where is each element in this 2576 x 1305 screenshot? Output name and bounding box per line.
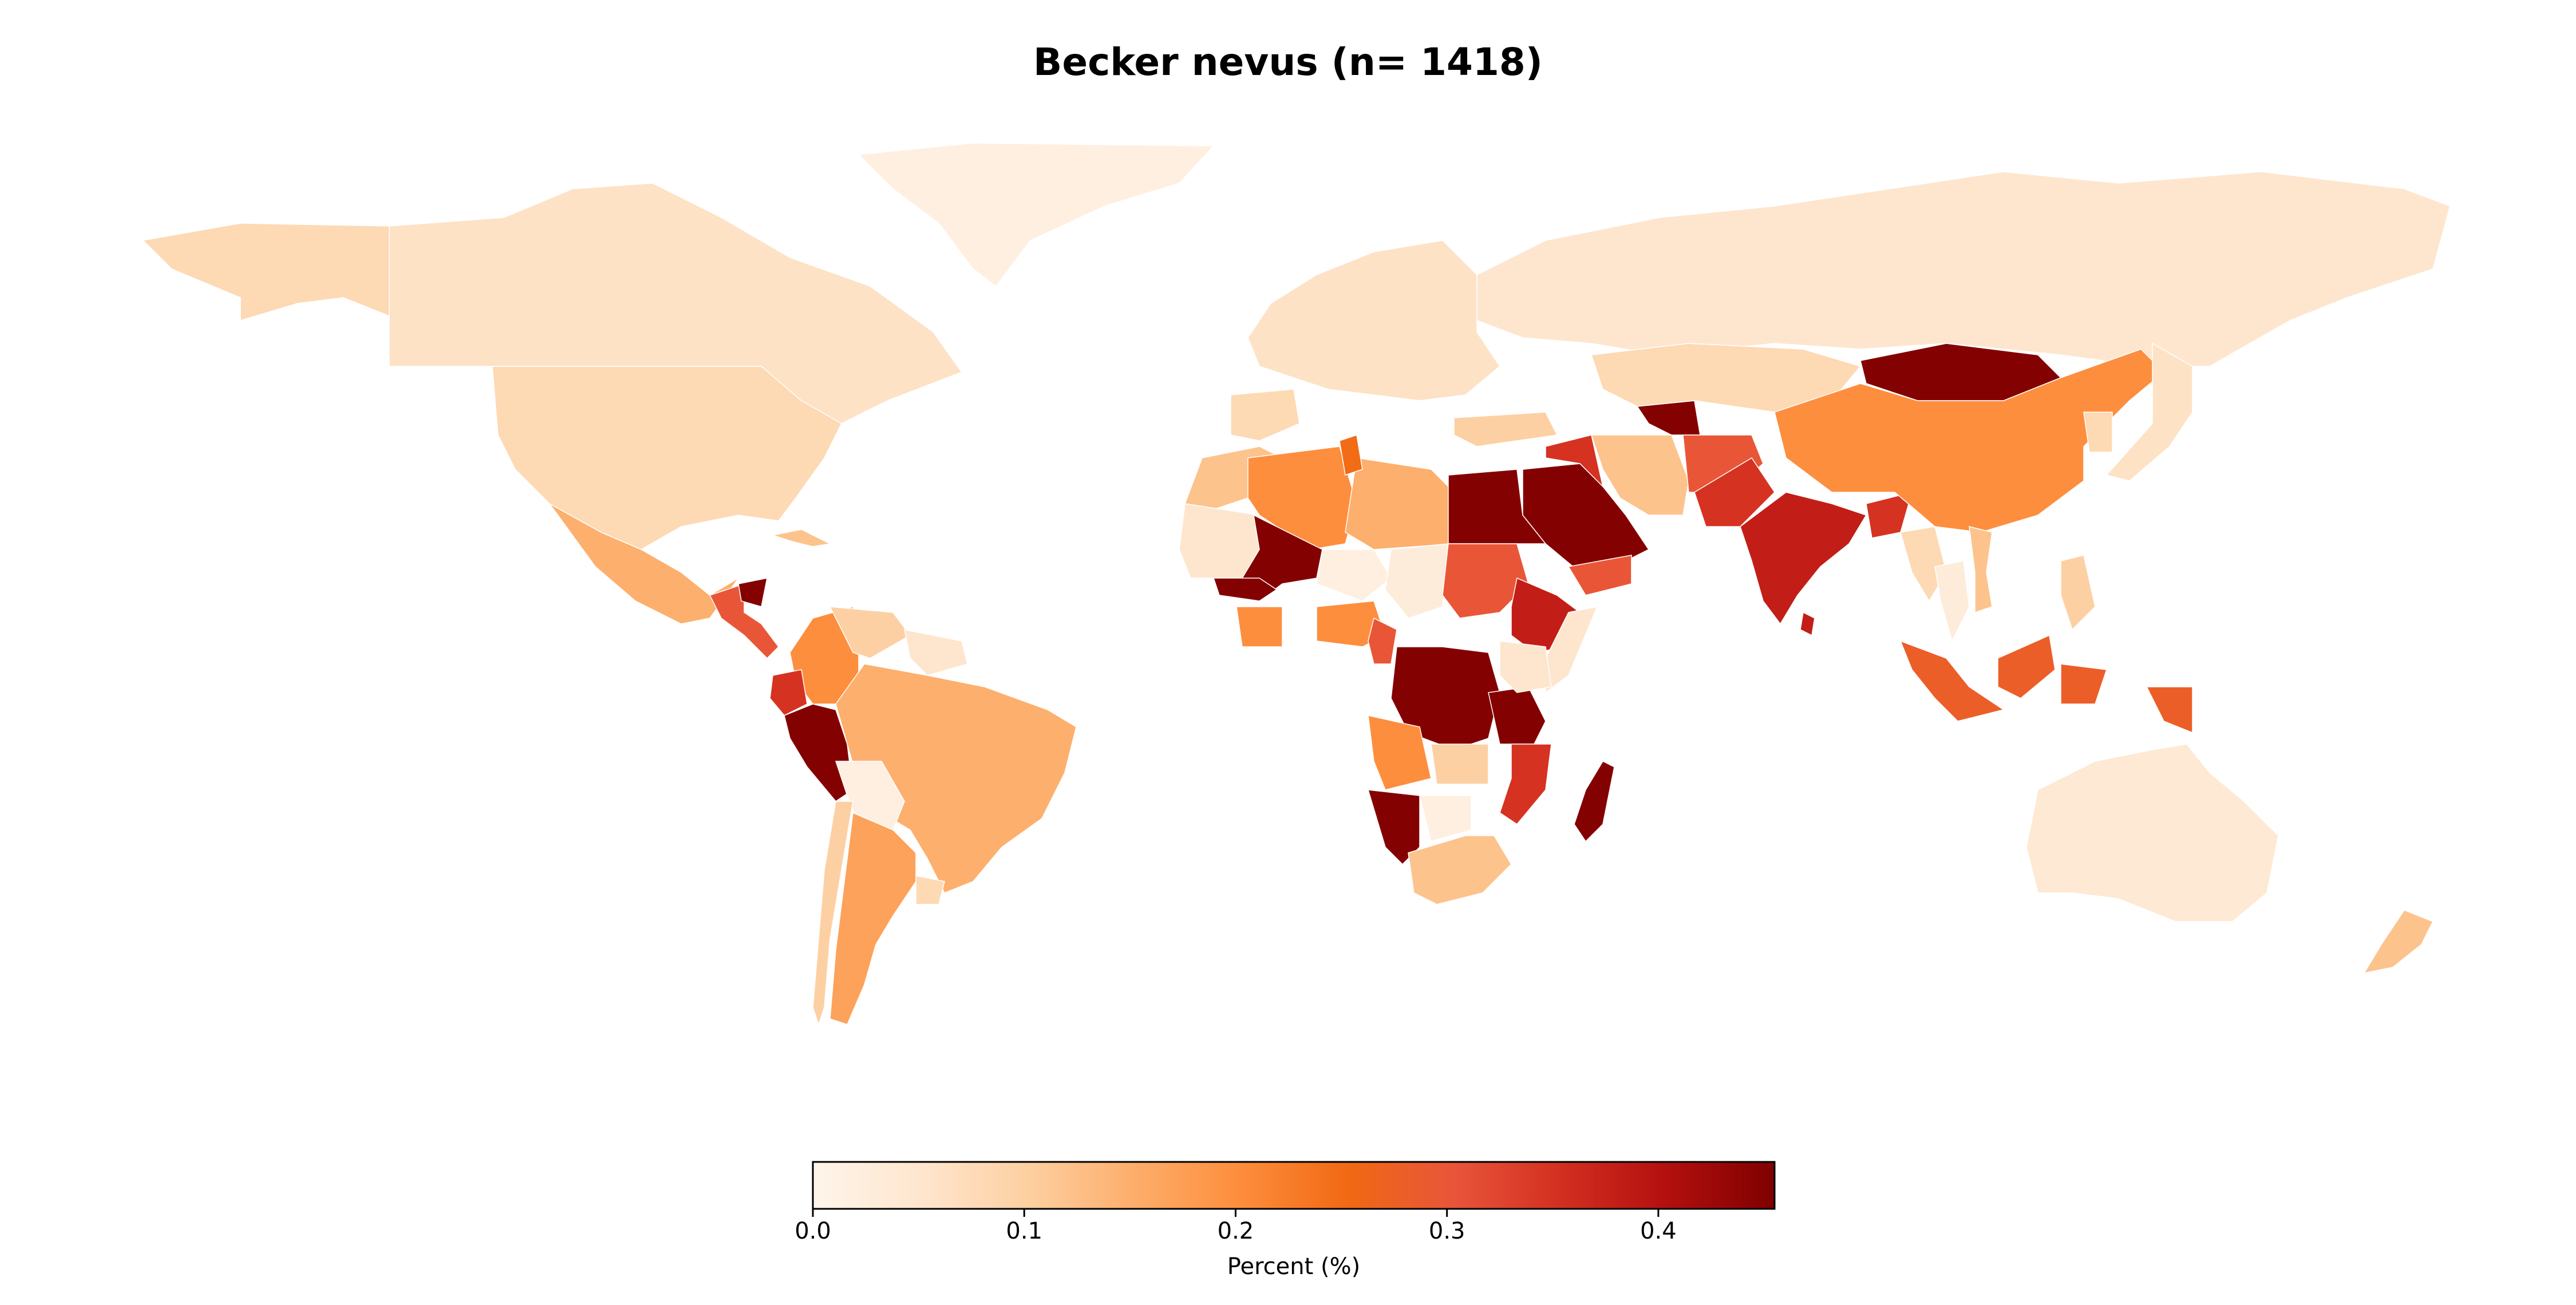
region-dr-congo xyxy=(1390,646,1500,750)
region-zambia xyxy=(1431,744,1489,785)
region-cuba xyxy=(771,529,832,547)
region-uruguay xyxy=(915,875,945,905)
region-sri-lanka xyxy=(1800,611,1815,636)
region-greenland xyxy=(858,143,1215,287)
region-madagascar xyxy=(1574,761,1615,843)
region-thailand xyxy=(1934,560,1970,643)
region-tunisia xyxy=(1339,434,1363,476)
region-turkey xyxy=(1453,412,1558,447)
colorbar xyxy=(812,1161,1776,1217)
region-myanmar xyxy=(1900,526,1947,602)
region-mexico xyxy=(549,503,739,624)
colorbar-tick-label: 0.4 xyxy=(1640,1218,1677,1244)
map-regions xyxy=(142,143,2451,1026)
region-korea xyxy=(2083,412,2113,453)
region-indonesia xyxy=(1899,634,2108,722)
colorbar-label: Percent (%) xyxy=(1227,1253,1361,1280)
region-iraq xyxy=(1545,434,1604,488)
region-ecuador xyxy=(769,669,808,716)
region-argentina xyxy=(829,812,916,1025)
region-south-africa xyxy=(1408,835,1512,905)
region-alaska xyxy=(142,223,436,333)
colorbar-tick-label: 0.1 xyxy=(1006,1218,1043,1244)
colorbar-tick-label: 0.3 xyxy=(1428,1218,1465,1244)
region-new-zealand xyxy=(2363,909,2434,974)
region-philippines xyxy=(2060,555,2096,631)
region-australia xyxy=(2026,744,2279,922)
region-mauritania xyxy=(1179,503,1260,579)
region-tanzania xyxy=(1488,686,1546,745)
region-europe xyxy=(1247,240,1500,401)
colorbar-tick-label: 0.2 xyxy=(1217,1218,1254,1244)
region-iran xyxy=(1590,434,1689,516)
region-india xyxy=(1740,492,1867,625)
region-libya xyxy=(1345,457,1455,550)
map-title: Becker nevus (n= 1418) xyxy=(1033,40,1543,84)
region-chile xyxy=(812,801,854,1026)
region-papua-new-guinea xyxy=(2146,686,2193,734)
region-vietnam xyxy=(1969,526,1993,614)
region-angola xyxy=(1368,715,1432,790)
region-russia xyxy=(1476,171,2451,367)
region-somalia xyxy=(1545,606,1598,694)
region-senegal xyxy=(1212,578,1278,602)
region-ghana xyxy=(1236,606,1283,647)
region-honduras xyxy=(738,578,768,607)
region-mozambique xyxy=(1499,744,1552,825)
region-botswana xyxy=(1419,795,1472,842)
colorbar-tick-label: 0.0 xyxy=(795,1218,831,1244)
region-guyana xyxy=(904,629,968,676)
region-sudan xyxy=(1442,543,1529,619)
region-kenya xyxy=(1499,640,1552,693)
region-cameroon xyxy=(1368,617,1397,665)
region-pakistan xyxy=(1694,457,1775,527)
region-united-states xyxy=(492,366,842,550)
region-yemen xyxy=(1567,555,1632,596)
region-japan xyxy=(2105,342,2193,481)
region-niger xyxy=(1316,549,1392,602)
region-venezuela xyxy=(829,606,911,659)
colorbar-gradient xyxy=(812,1161,1776,1210)
region-spain xyxy=(1230,389,1300,441)
region-china xyxy=(1774,349,2165,533)
region-chad xyxy=(1385,543,1449,619)
